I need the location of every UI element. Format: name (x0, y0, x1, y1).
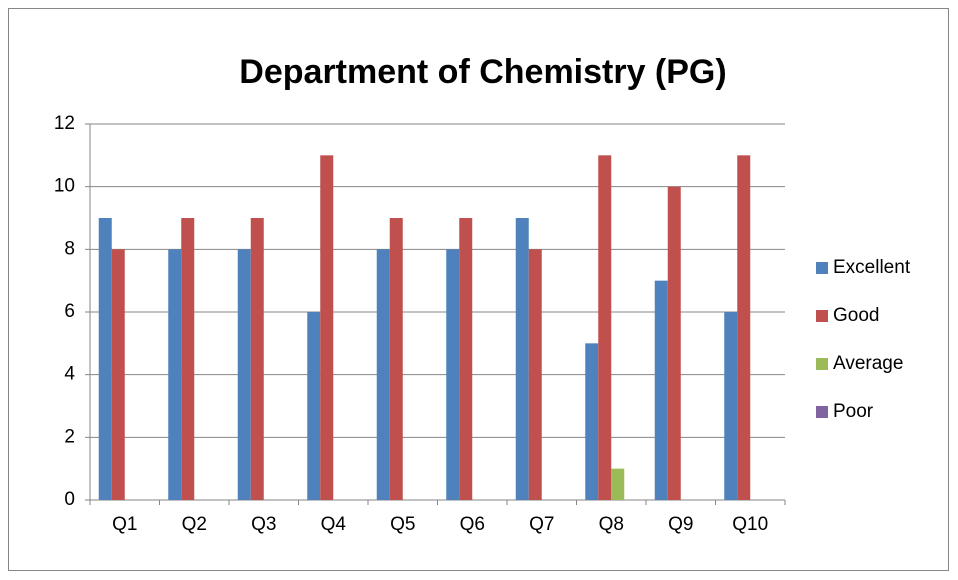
x-tick-label: Q3 (251, 514, 276, 535)
x-tick-label: Q1 (112, 514, 137, 535)
x-tick-label: Q10 (732, 514, 768, 535)
legend-label: Poor (833, 401, 874, 422)
bar (237, 249, 251, 500)
bar (376, 249, 390, 500)
bar (250, 218, 264, 500)
bar (585, 343, 599, 500)
x-tick-label: Q8 (599, 514, 624, 535)
bar (181, 218, 195, 500)
bar (737, 155, 751, 501)
bar (168, 249, 182, 500)
x-tick-label: Q2 (182, 514, 207, 535)
y-tick-label: 12 (54, 113, 75, 134)
y-tick-label: 2 (64, 426, 75, 447)
legend-swatch (816, 310, 828, 322)
bar (598, 155, 612, 501)
bar (446, 249, 460, 500)
bar (528, 249, 542, 500)
y-tick-label: 10 (54, 176, 75, 197)
x-tick-label: Q7 (529, 514, 554, 535)
y-tick-label: 4 (64, 364, 75, 385)
legend-label: Good (833, 305, 879, 326)
x-tick-label: Q9 (668, 514, 693, 535)
bar (307, 312, 321, 500)
legend-swatch (816, 262, 828, 274)
y-tick-label: 8 (64, 238, 75, 259)
bar (98, 218, 112, 500)
legend-swatch (816, 406, 828, 418)
bar (654, 280, 668, 500)
bar (515, 218, 529, 500)
y-tick-label: 0 (64, 489, 75, 510)
bar (724, 312, 738, 500)
x-tick-label: Q6 (460, 514, 485, 535)
y-tick-label: 6 (64, 301, 75, 322)
legend-label: Average (833, 353, 903, 374)
bar (459, 218, 473, 500)
legend-swatch (816, 358, 828, 370)
bar (667, 186, 681, 500)
legend-label: Excellent (833, 257, 911, 278)
bar (111, 249, 125, 500)
bar (320, 155, 334, 501)
bar (611, 468, 625, 500)
bar (389, 218, 403, 500)
x-tick-label: Q5 (390, 514, 415, 535)
chart-border (8, 8, 949, 571)
x-tick-label: Q4 (321, 514, 347, 535)
chart-title: Department of Chemistry (PG) (239, 53, 726, 91)
